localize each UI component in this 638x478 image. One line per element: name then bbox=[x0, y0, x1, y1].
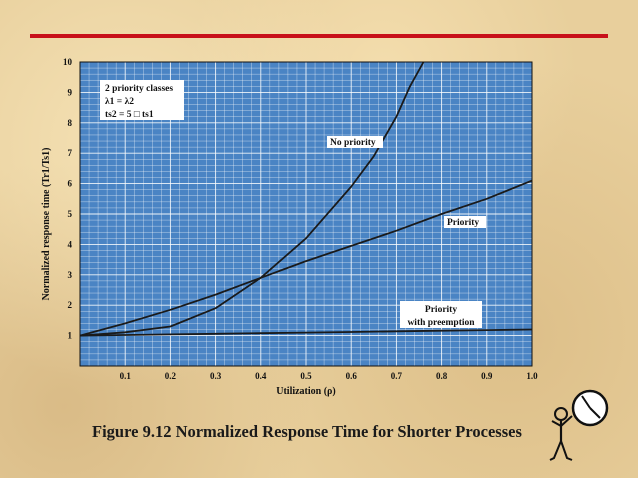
x-tick-label: 0.7 bbox=[391, 371, 403, 381]
y-axis-title: Normalized response time (Tr1/Ts1) bbox=[41, 148, 52, 301]
x-tick-label: 0.3 bbox=[210, 371, 222, 381]
figure-caption: Figure 9.12 Normalized Response Time for… bbox=[92, 422, 522, 441]
y-tick-label: 7 bbox=[68, 148, 73, 158]
note-line-1: 2 priority classes bbox=[105, 84, 173, 94]
y-tick-labels: 1 2 3 4 5 6 7 8 9 10 bbox=[63, 57, 73, 341]
x-tick-label: 0.4 bbox=[255, 371, 267, 381]
note-background bbox=[100, 80, 184, 120]
y-tick-label: 4 bbox=[68, 239, 73, 249]
series-label-priority-text: Priority bbox=[447, 218, 479, 228]
series-priority bbox=[79, 179, 533, 337]
y-tick-label: 9 bbox=[68, 87, 73, 97]
x-tick-label: 0.1 bbox=[120, 371, 132, 381]
plot-frame bbox=[79, 61, 533, 367]
series-label-priority: Priority bbox=[444, 216, 486, 228]
x-tick-labels: 0.1 0.2 0.3 0.4 0.5 0.6 0.7 0.8 0.9 1.0 bbox=[120, 371, 539, 381]
legend-note-box: 2 priority classes λ1 = λ2 ts2 = 5 □ ts1 bbox=[100, 80, 184, 120]
series-label-preemption-line-2: with preemption bbox=[407, 318, 475, 328]
note-line-2: λ1 = λ2 bbox=[105, 97, 134, 107]
y-tick-label: 6 bbox=[68, 179, 73, 189]
y-tick-label: 3 bbox=[68, 270, 73, 280]
y-tick-label: 8 bbox=[68, 118, 73, 128]
series-label-no-priority-text: No priority bbox=[330, 138, 376, 148]
x-tick-label: 0.9 bbox=[481, 371, 493, 381]
series-lines bbox=[79, 61, 533, 337]
y-tick-label: 1 bbox=[68, 331, 73, 341]
stick-figure-with-clock-icon bbox=[549, 389, 609, 461]
x-tick-label: 0.6 bbox=[346, 371, 358, 381]
x-tick-label: 0.5 bbox=[300, 371, 312, 381]
y-tick-label: 10 bbox=[63, 57, 73, 67]
series-label-preemption-line-1: Priority bbox=[425, 305, 457, 315]
series-priority-with-preemption bbox=[79, 328, 533, 337]
series-label-preemption: Priority with preemption bbox=[400, 301, 482, 328]
title-rule bbox=[30, 34, 608, 38]
y-tick-label: 5 bbox=[68, 209, 73, 219]
x-tick-label: 0.8 bbox=[436, 371, 448, 381]
x-tick-label: 1.0 bbox=[526, 371, 538, 381]
x-axis-title: Utilization (ρ) bbox=[276, 386, 336, 397]
y-tick-label: 2 bbox=[68, 300, 73, 310]
series-no-priority bbox=[79, 61, 425, 337]
note-line-3: ts2 = 5 □ ts1 bbox=[105, 110, 154, 120]
x-tick-label: 0.2 bbox=[165, 371, 177, 381]
series-label-no-priority: No priority bbox=[327, 136, 383, 148]
